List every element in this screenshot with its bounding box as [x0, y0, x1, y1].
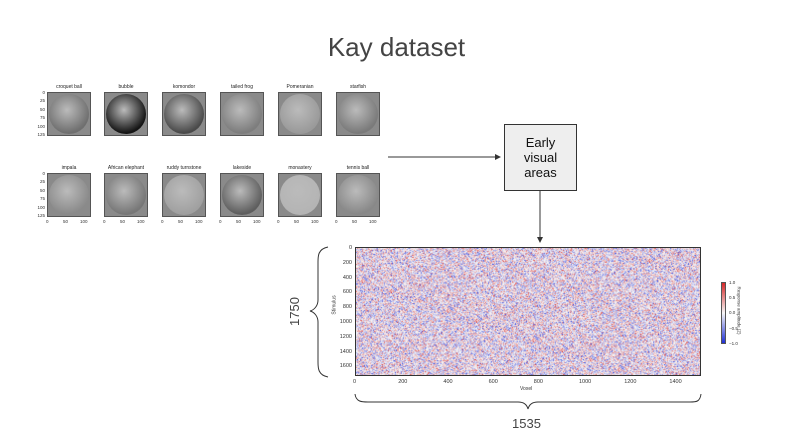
rows-count: 1750 — [286, 297, 302, 326]
image-x-tick: 50 — [294, 219, 300, 224]
image-x-tick: 100 — [311, 219, 319, 224]
stimulus-image — [278, 92, 322, 136]
image-caption: tailed frog — [231, 84, 253, 90]
stimulus-image — [47, 92, 91, 136]
stimulus-image — [162, 173, 206, 217]
image-caption: Pomeranian — [286, 84, 314, 90]
image-x-tick: 0 — [46, 219, 49, 224]
colorbar-tick: 1.0 — [729, 280, 736, 285]
image-x-tick: 0 — [103, 219, 106, 224]
heatmap-y-tick: 1200 — [339, 333, 352, 340]
image-caption: tennis ball — [346, 165, 370, 171]
heatmap-x-tick: 1200 — [624, 379, 637, 385]
heatmap-x-tick: 1400 — [669, 379, 682, 385]
image-y-tick: 75 — [39, 115, 45, 121]
image-x-tick: 100 — [369, 219, 377, 224]
heatmap-y-tick: 600 — [342, 289, 352, 296]
box-line-2: visual — [523, 150, 558, 165]
early-visual-areas-box: Early visual areas — [504, 124, 577, 191]
stimulus-image — [104, 173, 148, 217]
image-x-tick: 0 — [161, 219, 164, 224]
image-x-tick: 0 — [277, 219, 280, 224]
image-caption: lakeside — [232, 165, 252, 171]
heatmap-y-tick: 1400 — [339, 348, 352, 355]
response-heatmap — [355, 247, 701, 376]
heatmap-xlabel: Voxel — [520, 386, 533, 392]
image-x-tick: 50 — [352, 219, 358, 224]
image-x-tick: 50 — [63, 219, 69, 224]
heatmap-y-tick: 200 — [342, 259, 352, 266]
image-y-tick: 25 — [39, 98, 45, 104]
cols-count: 1535 — [512, 416, 541, 431]
heatmap-y-tick: 800 — [342, 304, 352, 311]
colorbar-label: Response amplitude (Z) — [736, 286, 742, 335]
colorbar-tick: −0.5 — [729, 325, 738, 331]
rows-brace — [309, 246, 329, 378]
heatmap-x-tick: 600 — [488, 379, 498, 385]
image-caption: komondor — [172, 84, 196, 90]
image-x-tick: 0 — [335, 219, 338, 224]
image-caption: croquet ball — [56, 84, 82, 90]
image-y-tick: 25 — [39, 179, 45, 185]
colorbar — [721, 282, 726, 344]
box-line-3: areas — [524, 165, 557, 180]
image-x-tick: 50 — [120, 219, 126, 224]
image-caption: monastery — [288, 165, 312, 171]
colorbar-tick: −1.0 — [729, 340, 738, 346]
stimulus-image — [220, 173, 264, 217]
image-x-tick: 100 — [137, 219, 145, 224]
box-line-1: Early — [525, 135, 556, 150]
heatmap-x-tick: 800 — [533, 379, 543, 385]
image-y-tick: 125 — [37, 132, 45, 137]
stimulus-image — [162, 92, 206, 136]
image-x-tick: 0 — [219, 219, 222, 224]
stimulus-image — [104, 92, 148, 136]
stimulus-image — [278, 173, 322, 217]
image-x-tick: 100 — [253, 219, 261, 224]
heatmap-y-tick: 0 — [348, 245, 352, 251]
image-x-tick: 50 — [236, 219, 242, 224]
heatmap-x-tick: 0 — [353, 379, 357, 385]
image-caption: bubble — [118, 84, 134, 90]
image-y-tick: 100 — [37, 204, 45, 210]
image-caption: ruddy turnstone — [166, 165, 202, 171]
image-y-tick: 50 — [39, 187, 45, 193]
image-y-tick: 50 — [39, 106, 45, 112]
colorbar-tick: 0.5 — [729, 295, 736, 301]
heatmap-x-tick: 200 — [398, 379, 408, 385]
image-caption: African elephant — [107, 165, 145, 171]
colorbar-tick: 0.0 — [729, 310, 736, 316]
image-y-tick: 125 — [37, 213, 45, 218]
cols-brace — [354, 393, 702, 410]
image-x-tick: 100 — [195, 219, 203, 224]
stimulus-image — [47, 173, 91, 217]
image-x-tick: 50 — [178, 219, 184, 224]
image-y-tick: 0 — [42, 171, 45, 176]
stimulus-image — [336, 173, 380, 217]
page-title: Kay dataset — [327, 32, 466, 62]
image-y-tick: 75 — [39, 196, 45, 202]
heatmap-y-tick: 1600 — [339, 363, 352, 370]
heatmap-x-tick: 1000 — [579, 379, 592, 385]
stimulus-image — [220, 92, 264, 136]
heatmap-y-tick: 400 — [342, 274, 352, 281]
image-y-tick: 0 — [42, 90, 45, 95]
heatmap-ylabel: Stimulus — [331, 295, 338, 315]
image-caption: starfish — [349, 84, 367, 90]
image-y-tick: 100 — [37, 123, 45, 129]
heatmap-x-tick: 400 — [443, 379, 453, 385]
image-x-tick: 100 — [80, 219, 88, 224]
image-caption: impala — [61, 165, 77, 171]
stimulus-image — [336, 92, 380, 136]
heatmap-y-tick: 1000 — [339, 319, 352, 325]
